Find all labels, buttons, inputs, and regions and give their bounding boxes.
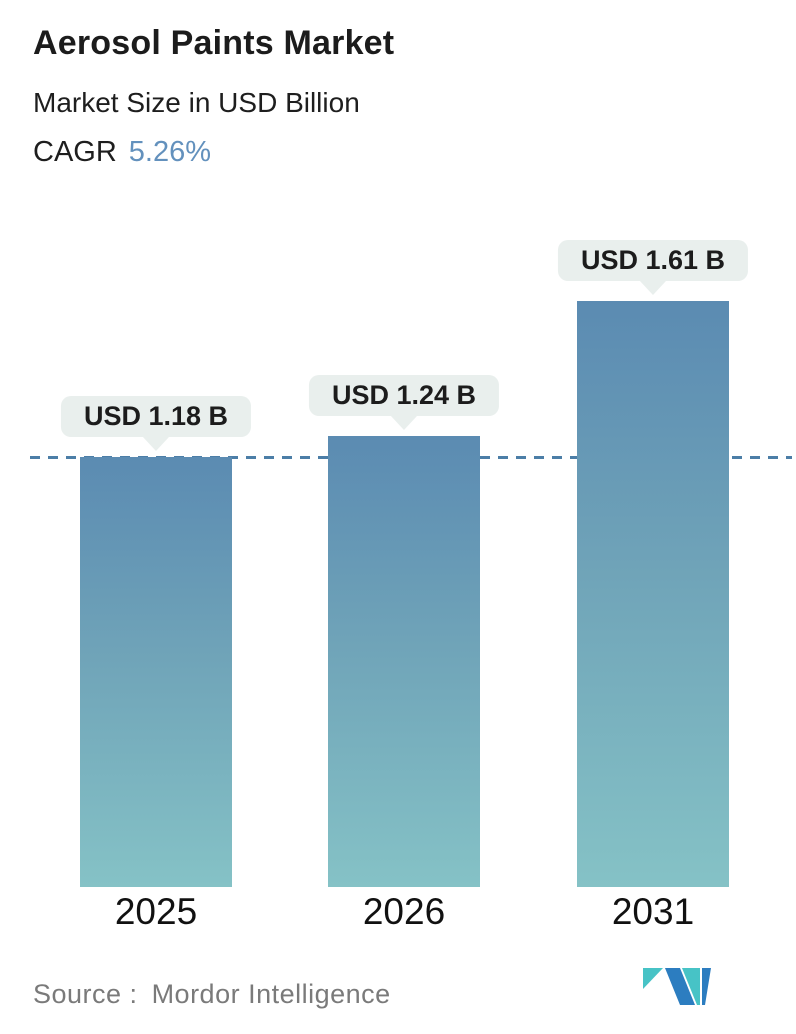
value-label: USD 1.18 B [83, 401, 229, 431]
bar-2026 [328, 436, 480, 887]
logo-teal-left-triangle [643, 968, 663, 989]
cagr-label: CAGR [33, 136, 117, 168]
logo-blue-right-triangle [702, 968, 711, 1005]
source-label: Source : [33, 979, 138, 1009]
source-row: Source : Mordor Intelligence [33, 979, 391, 1010]
axis-label-2025: 2025 [114, 891, 198, 932]
page-title: Aerosol Paints Market [33, 24, 395, 62]
axis-label-2026: 2026 [362, 891, 446, 932]
source-value: Mordor Intelligence [151, 979, 391, 1009]
value-label: USD 1.61 B [580, 245, 726, 275]
value-label-bubble: USD 1.18 B [60, 396, 252, 437]
cagr-row: CAGR 5.26% [33, 136, 211, 169]
cagr-value: 5.26% [128, 136, 212, 168]
value-label-bubble: USD 1.61 B [557, 240, 749, 281]
axis-label-2031: 2031 [611, 891, 695, 932]
logo-teal-mid-shape [682, 968, 700, 1005]
bar-group-2026: USD 1.24 B 2026 [308, 0, 500, 1034]
value-label: USD 1.24 B [331, 380, 477, 410]
logo-blue-diagonal-band [665, 968, 695, 1005]
bar-2031 [577, 301, 729, 887]
mordor-intelligence-logo [643, 968, 711, 1005]
value-label-bubble: USD 1.24 B [308, 375, 500, 416]
bar-2025 [80, 457, 232, 887]
bar-group-2031: USD 1.61 B 2031 [557, 0, 749, 1034]
chart-subtitle: Market Size in USD Billion [33, 87, 360, 118]
bar-group-2025: USD 1.18 B 2025 [60, 0, 252, 1034]
